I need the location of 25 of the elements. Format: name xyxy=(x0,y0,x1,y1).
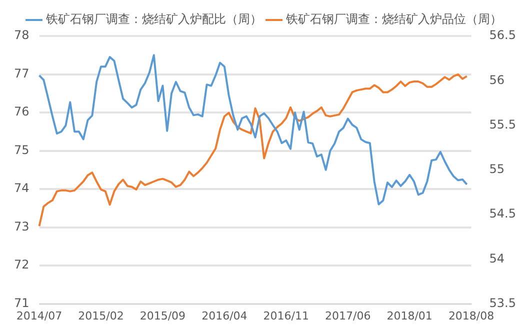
x-tick-label: 2015/09 xyxy=(140,309,186,322)
legend-label: 铁矿石钢厂调查：烧结矿入炉配比（周） xyxy=(45,12,262,26)
y2-tick-label: 56.5 xyxy=(489,28,516,42)
y-tick-label: 75 xyxy=(14,142,30,157)
y-tick-label: 72 xyxy=(14,258,30,272)
legend-label: 铁矿石钢厂调查：烧结矿入炉品位（周） xyxy=(285,12,502,26)
y-tick-label: 77 xyxy=(14,66,30,80)
y2-tick-label: 55.5 xyxy=(489,117,516,132)
x-tick-label: 2018/08 xyxy=(448,309,494,322)
x-tick-label: 2014/07 xyxy=(16,309,62,322)
y2-tick-label: 54.5 xyxy=(489,206,516,221)
x-tick-label: 2016/04 xyxy=(202,309,248,322)
x-tick-label: 2016/11 xyxy=(263,309,309,322)
y2-tick-label: 54 xyxy=(489,251,505,266)
y-tick-label: 71 xyxy=(14,296,30,310)
y-tick-label: 78 xyxy=(14,28,30,42)
x-tick-label: 2018/01 xyxy=(386,309,432,322)
x-tick-label: 2017/06 xyxy=(325,309,371,322)
y2-tick-label: 55 xyxy=(489,162,505,176)
y-tick-label: 73 xyxy=(14,219,30,234)
y-tick-label: 74 xyxy=(14,181,30,196)
y-tick-label: 76 xyxy=(14,104,30,119)
x-tick-label: 2015/02 xyxy=(78,309,124,322)
y2-tick-label: 53.5 xyxy=(489,296,516,310)
y2-tick-label: 56 xyxy=(489,72,505,87)
